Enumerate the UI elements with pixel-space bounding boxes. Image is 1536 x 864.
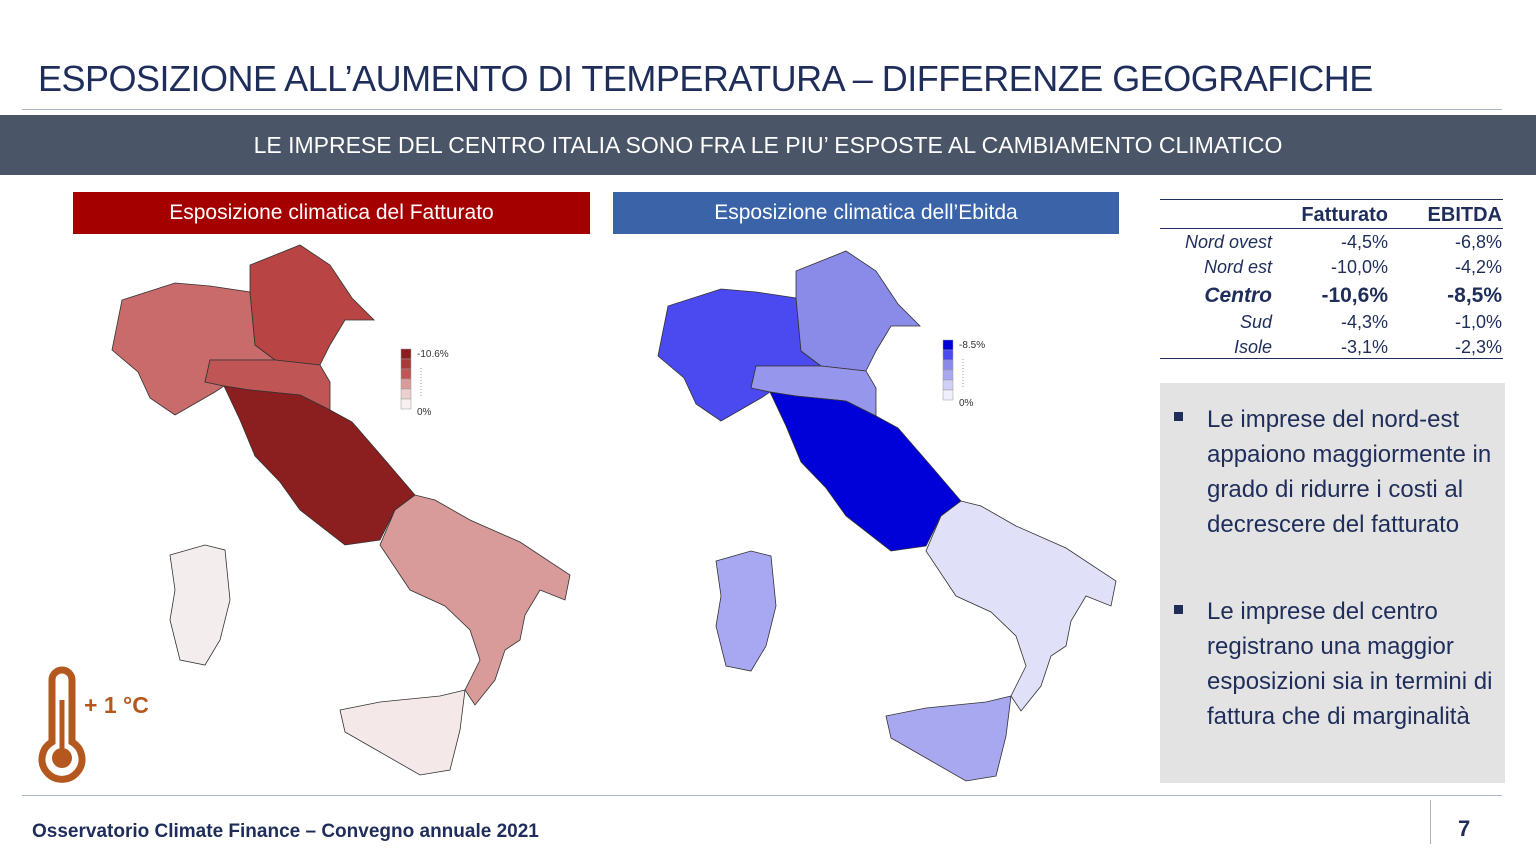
row-label: Isole — [1233, 337, 1272, 357]
banner: LE IMPRESE DEL CENTRO ITALIA SONO FRA LE… — [0, 115, 1536, 175]
row-label: Nord ovest — [1184, 232, 1272, 252]
bullet-marker — [1174, 412, 1183, 421]
rule — [22, 795, 1502, 796]
map-title: Esposizione climatica dell’Ebitda — [613, 192, 1119, 234]
title: ESPOSIZIONE ALL’AUMENTO DI TEMPERATURA –… — [38, 58, 1373, 99]
bullet: Le imprese del nord-est appaiono maggior… — [1207, 406, 1492, 538]
rule — [22, 109, 1502, 110]
map — [657, 250, 1117, 782]
region — [715, 550, 777, 672]
table-cell: -3,1% — [1340, 337, 1388, 357]
column-header: Fatturato — [1301, 204, 1388, 226]
table-cell: -6,8% — [1454, 232, 1502, 252]
region — [223, 385, 416, 546]
region — [769, 391, 962, 552]
table-cell: -4,3% — [1340, 312, 1388, 332]
table-cell: -4,2% — [1454, 257, 1502, 277]
thermometer — [38, 666, 86, 783]
legend-label: -8.5% — [959, 340, 986, 351]
rule — [1430, 800, 1431, 844]
row-label: Nord est — [1203, 257, 1272, 277]
region — [339, 689, 466, 776]
legend — [400, 339, 964, 410]
maps — [38, 244, 1117, 783]
legend-label: 0% — [959, 398, 974, 409]
region — [795, 250, 921, 372]
table-rule — [1160, 199, 1503, 200]
footer: Osservatorio Climate Finance – Convegno … — [32, 821, 539, 842]
region — [249, 244, 375, 366]
column-header: EBITDA — [1427, 204, 1502, 226]
table-cell: -10,0% — [1330, 257, 1388, 277]
bullet-box — [1160, 383, 1505, 783]
region — [169, 544, 231, 666]
legend-label: 0% — [417, 407, 432, 418]
table-cell: -8,5% — [1447, 284, 1502, 307]
bullet: Le imprese del centro registrano una mag… — [1207, 598, 1493, 730]
row-label: Centro — [1204, 284, 1272, 307]
region — [379, 494, 571, 706]
legend-label: -10.6% — [417, 349, 449, 360]
table-cell: -4,5% — [1340, 232, 1388, 252]
region — [885, 695, 1012, 782]
row-label: Sud — [1239, 312, 1272, 332]
map-title: Esposizione climatica del Fatturato — [73, 192, 590, 234]
table-rule — [1160, 228, 1503, 229]
region — [925, 500, 1117, 712]
table-cell: -1,0% — [1454, 312, 1502, 332]
table-cell: -2,3% — [1454, 337, 1502, 357]
page-number: 7 — [1458, 816, 1471, 841]
table-rule — [1160, 358, 1503, 359]
map — [111, 244, 571, 776]
badge: + 1 °C — [84, 692, 149, 718]
bullet-marker — [1174, 605, 1183, 614]
table-cell: -10,6% — [1321, 284, 1388, 307]
